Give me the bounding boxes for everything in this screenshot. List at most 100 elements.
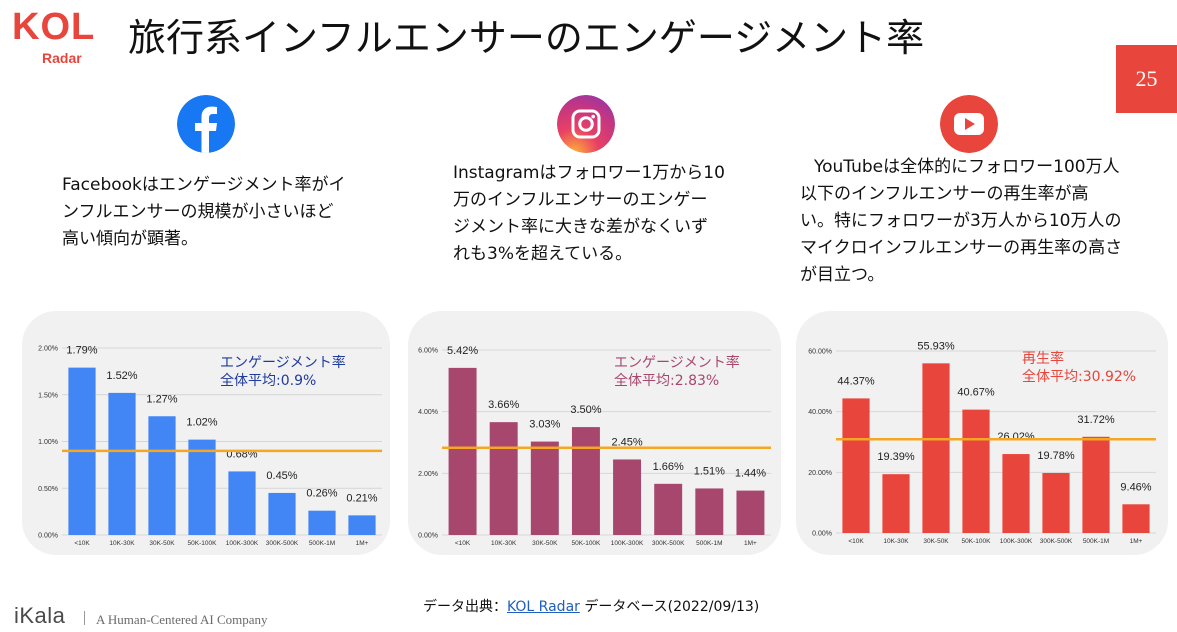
data-label: 3.03% bbox=[529, 419, 560, 431]
data-label: 5.42% bbox=[447, 345, 478, 357]
x-tick-label: 30K-50K bbox=[923, 538, 949, 545]
description-line: ンフルエンサーの規模が小さいほど bbox=[62, 202, 334, 222]
instagram-chart-card: 0.00% 2.00% 4.00% 6.00% 5.42% <10K 3.66% 10K-30… bbox=[408, 311, 781, 555]
x-tick-label: 1M+ bbox=[1130, 538, 1143, 545]
data-label: 55.93% bbox=[917, 340, 955, 352]
data-label: 1.66% bbox=[653, 461, 684, 473]
bar bbox=[188, 439, 216, 535]
data-label: 1.79% bbox=[66, 345, 97, 357]
x-tick-label: 100K-300K bbox=[226, 540, 259, 547]
data-label: 1.02% bbox=[186, 417, 217, 429]
source-link[interactable]: KOL Radar bbox=[507, 599, 580, 615]
bar bbox=[962, 409, 990, 533]
source-suffix: データベース(2022/09/13) bbox=[579, 599, 760, 615]
x-tick-label: <10K bbox=[74, 540, 90, 547]
x-tick-label: 100K-300K bbox=[1000, 538, 1033, 545]
company-tagline: A Human-Centered AI Company bbox=[96, 612, 268, 627]
source-prefix: データ出典： bbox=[423, 599, 507, 615]
logo-text: KOL bbox=[12, 6, 96, 48]
data-label: 0.26% bbox=[306, 488, 337, 500]
data-label: 44.37% bbox=[837, 375, 875, 387]
x-tick-label: 500K-1M bbox=[1083, 538, 1109, 545]
bar bbox=[571, 427, 600, 535]
bar bbox=[530, 441, 559, 535]
x-tick-label: 30K-50K bbox=[149, 540, 175, 547]
x-tick-label: 30K-50K bbox=[532, 540, 558, 547]
x-tick-label: 50K-100K bbox=[962, 538, 992, 545]
youtube-icon bbox=[940, 95, 998, 153]
x-tick-label: 1M+ bbox=[356, 540, 369, 547]
x-tick-label: 500K-1M bbox=[309, 540, 335, 547]
bar bbox=[448, 367, 477, 535]
bar bbox=[1082, 436, 1110, 533]
description-line: 万のインフルエンサーのエンゲー bbox=[453, 190, 708, 210]
x-tick-label: 300K-500K bbox=[266, 540, 299, 547]
bar bbox=[695, 488, 724, 535]
data-label: 2.45% bbox=[611, 436, 642, 448]
average-annotation: 全体平均:30.92% bbox=[1022, 368, 1136, 385]
average-annotation: 全体平均:2.83% bbox=[614, 372, 719, 389]
bar bbox=[736, 490, 765, 535]
bar bbox=[654, 483, 683, 535]
x-tick-label: 1M+ bbox=[744, 540, 757, 547]
x-tick-label: 100K-300K bbox=[611, 540, 644, 547]
logo-subtext: Radar bbox=[42, 50, 82, 66]
y-tick-label: 0.00% bbox=[812, 531, 832, 538]
slide-title: 旅行系インフルエンサーのエンゲージメント率 bbox=[128, 16, 925, 60]
average-annotation: エンゲージメント率 bbox=[220, 354, 346, 371]
facebook-icon bbox=[177, 95, 235, 153]
description-line: マイクロインフルエンサーの再生率の高さ bbox=[800, 238, 1123, 258]
bar bbox=[613, 459, 642, 535]
y-tick-label: 1.50% bbox=[38, 392, 58, 399]
y-tick-label: 60.00% bbox=[808, 349, 832, 356]
y-tick-label: 6.00% bbox=[418, 348, 438, 355]
bar bbox=[1042, 473, 1070, 533]
description-line: が目立つ。 bbox=[800, 265, 885, 285]
data-label: 31.72% bbox=[1077, 414, 1115, 426]
x-tick-label: 10K-30K bbox=[109, 540, 135, 547]
instagram-engagement-chart: 0.00% 2.00% 4.00% 6.00% 5.42% <10K 3.66% 10K-30… bbox=[418, 345, 771, 547]
y-tick-label: 40.00% bbox=[808, 409, 832, 416]
x-tick-label: 500K-1M bbox=[696, 540, 722, 547]
data-label: 1.27% bbox=[146, 393, 177, 405]
ikala-logo: iKala bbox=[14, 603, 66, 628]
bar bbox=[308, 510, 336, 535]
bar bbox=[228, 471, 256, 535]
data-label: 40.67% bbox=[957, 387, 995, 399]
x-tick-label: 50K-100K bbox=[188, 540, 218, 547]
average-annotation: 全体平均:0.9% bbox=[220, 372, 316, 389]
page-number: 25 bbox=[1116, 45, 1177, 113]
y-tick-label: 0.00% bbox=[418, 533, 438, 540]
bar bbox=[922, 363, 950, 533]
description-line: 高い傾向が顕著。 bbox=[62, 229, 198, 249]
bar bbox=[842, 398, 870, 533]
y-tick-label: 2.00% bbox=[418, 471, 438, 478]
description-line: れも3%を超えている。 bbox=[453, 244, 633, 264]
data-label: 0.45% bbox=[266, 470, 297, 482]
y-tick-label: 0.00% bbox=[38, 533, 58, 540]
kol-radar-logo: KOL Radar bbox=[12, 8, 108, 66]
description-line: YouTubeは全体的にフォロワー100万人 bbox=[814, 157, 1120, 177]
bar bbox=[268, 492, 296, 535]
x-tick-label: 300K-500K bbox=[1040, 538, 1073, 545]
data-label: 19.78% bbox=[1037, 450, 1075, 462]
x-tick-label: 10K-30K bbox=[883, 538, 909, 545]
data-label: 0.21% bbox=[346, 492, 377, 504]
description-line: Instagramはフォロワー1万から10 bbox=[453, 163, 725, 183]
bar bbox=[108, 392, 136, 535]
description-line: ジメント率に大きな差がなくいず bbox=[453, 217, 708, 237]
data-label: 3.66% bbox=[488, 399, 519, 411]
data-label: 3.50% bbox=[570, 404, 601, 416]
description-line: Facebookはエンゲージメント率がイ bbox=[62, 175, 346, 195]
x-tick-label: 10K-30K bbox=[491, 540, 517, 547]
facebook-chart-card: 0.00% 0.50% 1.00% 1.50% 2.00% 1.79% <10K 1.52% 1… bbox=[22, 311, 390, 555]
y-tick-label: 4.00% bbox=[418, 409, 438, 416]
bar bbox=[148, 416, 176, 535]
description-line: 以下のインフルエンサーの再生率が高 bbox=[800, 184, 1089, 204]
average-annotation: 再生率 bbox=[1022, 350, 1064, 367]
x-tick-label: 300K-500K bbox=[652, 540, 685, 547]
y-tick-label: 2.00% bbox=[38, 346, 58, 353]
data-source: データ出典：KOL Radar データベース(2022/09/13) bbox=[423, 596, 759, 616]
bar bbox=[489, 422, 518, 535]
data-label: 1.51% bbox=[694, 465, 725, 477]
